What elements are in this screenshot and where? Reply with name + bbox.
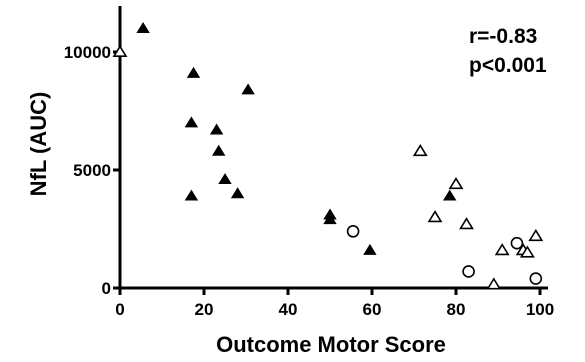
data-point-filled-triangle bbox=[363, 243, 377, 255]
annotation-p: p<0.001 bbox=[469, 54, 547, 77]
data-point-open-triangle bbox=[528, 228, 544, 242]
data-point-open-triangle bbox=[412, 143, 428, 157]
data-point-open-circle bbox=[529, 272, 543, 285]
data-point-filled-triangle bbox=[211, 144, 226, 156]
data-point-filled-triangle bbox=[136, 22, 150, 33]
annotation-r: r=-0.83 bbox=[469, 25, 537, 48]
y-axis-label: NfL (AUC) bbox=[26, 92, 51, 197]
data-point-open-triangle bbox=[427, 210, 443, 223]
data-point-filled-triangle bbox=[230, 187, 245, 199]
data-point-open-circle bbox=[462, 265, 475, 278]
data-point-filled-triangle bbox=[209, 123, 224, 135]
ticks: 0 5000 10000 0 20 40 60 80 100 bbox=[64, 43, 554, 319]
data-point-open-triangle bbox=[486, 277, 502, 290]
data-point-filled-triangle bbox=[218, 173, 232, 185]
data-point-open-triangle bbox=[459, 217, 474, 230]
data-point-open-triangle bbox=[112, 44, 128, 57]
x-tick-label: 20 bbox=[195, 300, 214, 319]
data-point-filled-triangle bbox=[323, 213, 337, 225]
y-tick-label: 5000 bbox=[73, 161, 111, 180]
data-points bbox=[112, 22, 544, 290]
data-point-filled-triangle bbox=[184, 189, 199, 201]
x-axis-label: Outcome Motor Score bbox=[216, 332, 446, 357]
x-tick-label: 80 bbox=[447, 300, 466, 319]
y-tick-label: 0 bbox=[102, 279, 111, 298]
x-tick-label: 40 bbox=[279, 300, 298, 319]
x-tick-label: 60 bbox=[363, 300, 382, 319]
data-point-open-triangle bbox=[448, 177, 464, 190]
x-tick-label: 100 bbox=[526, 300, 554, 319]
data-point-filled-triangle bbox=[186, 66, 201, 78]
data-point-filled-triangle bbox=[184, 116, 199, 128]
data-point-open-triangle bbox=[494, 243, 510, 256]
data-point-open-triangle bbox=[519, 245, 535, 258]
y-tick-label: 10000 bbox=[64, 43, 111, 62]
data-point-open-circle bbox=[346, 225, 360, 238]
data-point-open-circle bbox=[510, 236, 524, 250]
data-point-filled-triangle bbox=[241, 83, 255, 95]
x-tick-label: 0 bbox=[115, 300, 124, 319]
data-point-filled-triangle bbox=[442, 189, 457, 201]
axes bbox=[118, 6, 548, 290]
